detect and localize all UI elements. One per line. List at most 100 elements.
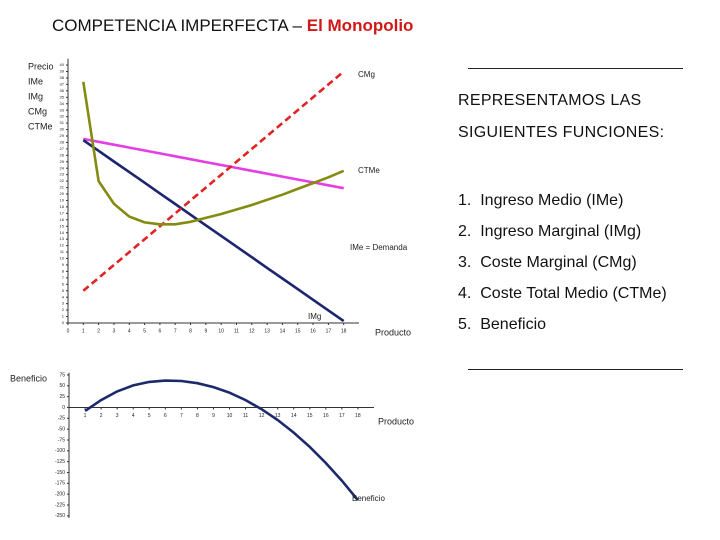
y-tick-label: -150 <box>55 470 65 476</box>
rule <box>468 369 683 370</box>
y-tick-label: 11 <box>60 249 65 254</box>
x-tick-label: 5 <box>143 328 146 334</box>
functions-panel: REPRESENTAMOS LAS SIGUIENTES FUNCIONES: … <box>458 92 667 333</box>
x-tick-label: 3 <box>113 328 116 334</box>
y-tick-label: 23 <box>60 172 65 177</box>
y-tick-label: 18 <box>60 204 65 209</box>
y-tick-label: 35 <box>60 94 65 99</box>
x-tick-label: 15 <box>295 328 301 334</box>
x-tick-label: 4 <box>128 328 131 334</box>
y-tick-label: 9 <box>62 262 65 267</box>
y-axis-label: Beneficio <box>10 373 47 383</box>
y-axis-label: Precio <box>28 61 54 71</box>
x-tick-label: 18 <box>341 328 347 334</box>
y-tick-label: 3 <box>62 301 65 306</box>
y-tick-label: -125 <box>55 459 65 465</box>
legend-entry: CMg <box>28 106 47 116</box>
series-line <box>82 139 345 323</box>
y-tick-label: 30 <box>60 127 65 132</box>
x-tick-label: 16 <box>310 328 316 334</box>
y-tick-label: 25 <box>59 394 65 400</box>
y-tick-label: 12 <box>60 243 65 248</box>
y-tick-label: -200 <box>55 491 65 497</box>
list-item: 2. Ingreso Marginal (IMg) <box>458 223 642 240</box>
y-tick-label: 31 <box>60 120 65 125</box>
x-tick-label: 18 <box>355 413 361 419</box>
function-list: 1. Ingreso Medio (IMe) 2. Ingreso Margin… <box>458 192 718 347</box>
y-tick-label: 29 <box>60 133 65 138</box>
title-part: COMPETENCIA IMPERFECTA – <box>52 16 307 35</box>
y-tick-label: 0 <box>62 405 65 411</box>
y-tick-label: 50 <box>59 383 65 389</box>
y-tick-label: 26 <box>60 152 65 157</box>
title-part: El Monopolio <box>306 16 414 35</box>
series-line <box>82 70 345 292</box>
y-tick-label: 32 <box>60 114 65 119</box>
x-tick-label: 8 <box>189 328 192 334</box>
x-tick-label: 17 <box>326 328 332 334</box>
y-tick-label: 38 <box>60 75 65 80</box>
x-tick-label: 6 <box>164 413 167 419</box>
y-tick-label: 27 <box>60 146 65 151</box>
x-tick-label: 1 <box>82 328 85 334</box>
x-tick-label: 14 <box>280 328 286 334</box>
x-tick-label: 12 <box>249 328 255 334</box>
x-tick-label: 17 <box>339 413 345 419</box>
legend-entry: IMe <box>28 76 43 86</box>
x-axis-label: Producto <box>378 416 414 426</box>
y-tick-label: -225 <box>55 502 65 508</box>
legend-entry: IMg <box>28 91 43 101</box>
y-tick-label: -75 <box>58 437 65 443</box>
series-line <box>84 379 359 502</box>
y-tick-label: -175 <box>55 481 65 487</box>
y-tick-label: 34 <box>60 101 65 106</box>
x-tick-label: 13 <box>264 328 270 334</box>
x-tick-label: 15 <box>307 413 313 419</box>
y-tick-label: 40 <box>60 62 65 67</box>
series-line <box>83 137 344 190</box>
list-item: 4. Coste Total Medio (CTMe) <box>458 285 667 302</box>
series-label: Beneficio <box>352 494 385 503</box>
x-tick-label: 9 <box>204 328 207 334</box>
x-tick-label: 3 <box>116 413 119 419</box>
x-tick-label: 8 <box>196 413 199 419</box>
y-tick-label: 16 <box>60 217 65 222</box>
x-tick-label: 10 <box>218 328 224 334</box>
y-tick-label: 22 <box>60 178 65 183</box>
x-tick-label: 9 <box>212 413 215 419</box>
x-tick-label: 7 <box>174 328 177 334</box>
x-tick-label: 6 <box>159 328 162 334</box>
slide-title: COMPETENCIA IMPERFECTA – El Monopolio <box>52 16 413 36</box>
x-tick-label: 10 <box>227 413 233 419</box>
y-tick-label: 10 <box>60 256 65 261</box>
x-tick-label: 7 <box>180 413 183 419</box>
x-tick-label: 12 <box>259 413 265 419</box>
list-item: 3. Coste Marginal (CMg) <box>458 254 637 271</box>
annotation: IMe = Demanda <box>350 243 408 252</box>
y-tick-label: 15 <box>60 223 65 228</box>
y-tick-label: -50 <box>58 426 65 432</box>
y-tick-label: 0 <box>62 320 65 325</box>
y-tick-label: 33 <box>60 107 65 112</box>
x-tick-label: 14 <box>291 413 297 419</box>
y-tick-label: 24 <box>60 165 65 170</box>
y-tick-label: 14 <box>60 230 65 235</box>
x-tick-label: 5 <box>148 413 151 419</box>
y-tick-label: 1 <box>62 314 65 319</box>
y-tick-label: -100 <box>55 448 65 454</box>
y-tick-label: 6 <box>62 281 65 286</box>
list-item: 1. Ingreso Medio (IMe) <box>458 192 624 209</box>
list-item: 5. Beneficio <box>458 316 547 333</box>
y-tick-label: 36 <box>60 88 65 93</box>
annotation: IMg <box>308 312 321 321</box>
y-tick-label: 39 <box>60 69 65 74</box>
y-tick-label: 17 <box>60 210 65 215</box>
x-tick-label: 2 <box>100 413 103 419</box>
y-tick-label: 25 <box>60 159 65 164</box>
annotation: CMg <box>358 70 375 79</box>
y-tick-label: 19 <box>60 198 65 203</box>
x-tick-label: 13 <box>275 413 281 419</box>
y-tick-label: 13 <box>60 236 65 241</box>
legend-entry: CTMe <box>28 121 53 131</box>
